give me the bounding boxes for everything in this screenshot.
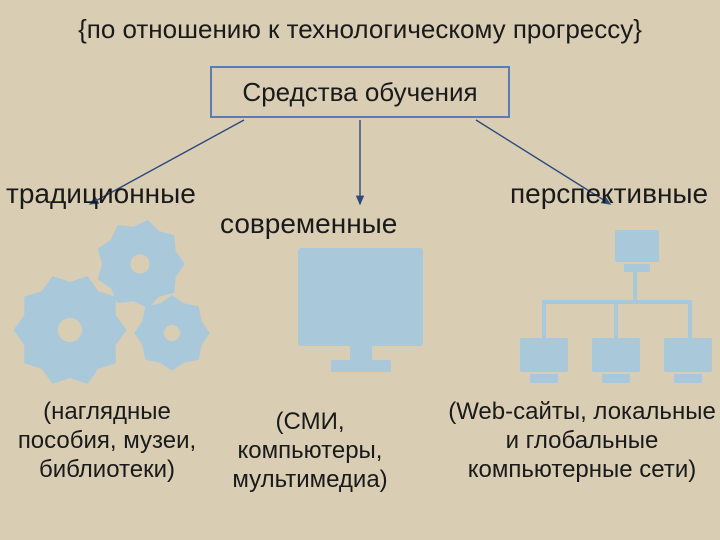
center-box: Средства обучения (210, 66, 510, 118)
col-desc-modern: (СМИ, компьютеры, мультимедиа) (210, 408, 410, 494)
diagram-header: {по отношению к технологическому прогрес… (0, 0, 720, 45)
network-icon (520, 230, 710, 390)
gears-icon (0, 200, 230, 400)
monitor-icon (298, 248, 423, 378)
col-label-prospective: перспективные (510, 178, 708, 210)
col-label-modern: современные (220, 208, 397, 240)
col-desc-prospective: (Web-сайты, локальные и глобальные компь… (446, 398, 718, 484)
col-desc-traditional: (наглядные пособия, музеи, библиотеки) (2, 398, 212, 484)
